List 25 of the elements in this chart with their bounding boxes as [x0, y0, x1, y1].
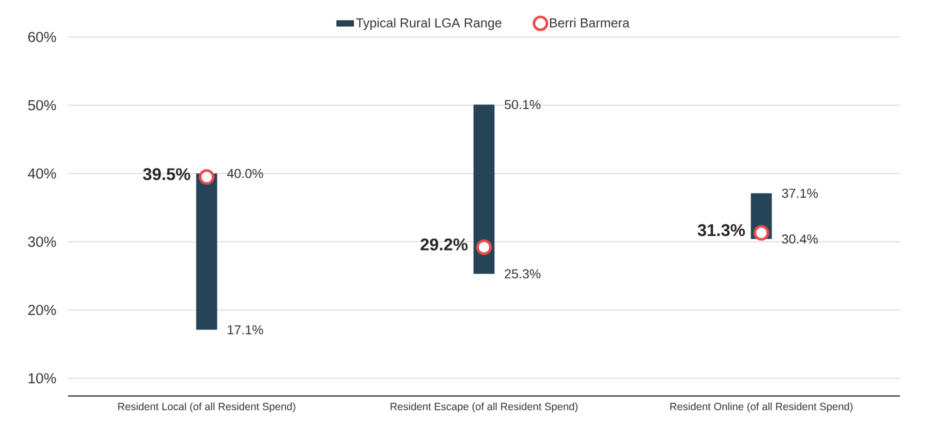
annotation: 37.1%	[782, 188, 818, 198]
data-label: 39.5%	[143, 168, 190, 180]
y-tick-label: 50%	[28, 100, 56, 110]
y-tick-label: 30%	[28, 236, 56, 247]
annotation: 17.1%	[228, 325, 264, 334]
legend-label: Berri Barmera	[550, 18, 630, 28]
legend-label: Typical Rural LGA Range	[356, 18, 502, 30]
point	[476, 239, 492, 256]
point	[198, 169, 214, 185]
bar	[474, 104, 495, 274]
annotation: 25.3%	[504, 269, 540, 278]
annotation: 40.0%	[227, 168, 264, 178]
point	[754, 225, 770, 241]
annotation: 30.4%	[782, 234, 818, 244]
bar	[196, 173, 218, 330]
annotation: 50.1%	[504, 100, 540, 110]
y-tick-label: 20%	[28, 304, 56, 316]
y-tick-label: 10%	[28, 373, 56, 384]
x-tick-label: Resident Online (of all Resident Spend)	[670, 402, 853, 412]
data-label: 29.2%	[420, 238, 468, 250]
x-tick-label: Resident Local (of all Resident Spend)	[118, 402, 296, 412]
y-tick-label: 40%	[28, 168, 56, 179]
y-tick-label: 60%	[28, 32, 56, 42]
data-label: 31.3%	[698, 224, 745, 236]
x-tick-label: Resident Escape (of all Resident Spend)	[390, 402, 578, 412]
